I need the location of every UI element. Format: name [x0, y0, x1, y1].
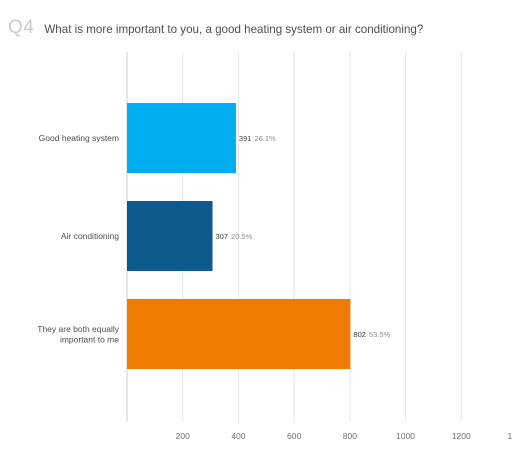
- data-label: 802 53.5%: [353, 330, 390, 339]
- data-label-count: 802: [353, 330, 366, 339]
- category-label: Air conditioning: [61, 231, 119, 241]
- x-tick-label: 200: [176, 431, 190, 441]
- data-label: 307 20.5%: [216, 232, 253, 241]
- question-text: What is more important to you, a good he…: [44, 23, 424, 36]
- x-tick-label: 600: [287, 431, 301, 441]
- data-label-percent: 53.5%: [369, 330, 391, 339]
- x-tick-label: 1400: [508, 431, 512, 441]
- data-label-count: 307: [216, 232, 229, 241]
- data-label-count: 391: [239, 134, 252, 143]
- data-label-percent: 26.1%: [254, 134, 276, 143]
- x-tick-label: 800: [343, 431, 357, 441]
- question-number: Q4: [8, 17, 35, 38]
- x-tick-label: 400: [231, 431, 245, 441]
- bar: [127, 299, 351, 369]
- category-label: important to me: [60, 334, 119, 344]
- x-tick-label: 1200: [452, 431, 471, 441]
- bar: [127, 201, 213, 271]
- data-label-percent: 20.5%: [231, 232, 253, 241]
- data-label: 391 26.1%: [239, 134, 276, 143]
- question-header: Q4 What is more important to you, a good…: [8, 17, 423, 39]
- category-label: They are both equally: [37, 324, 119, 334]
- x-tick-label: 1000: [396, 431, 415, 441]
- category-label: Good heating system: [39, 133, 119, 143]
- bar: [127, 103, 236, 173]
